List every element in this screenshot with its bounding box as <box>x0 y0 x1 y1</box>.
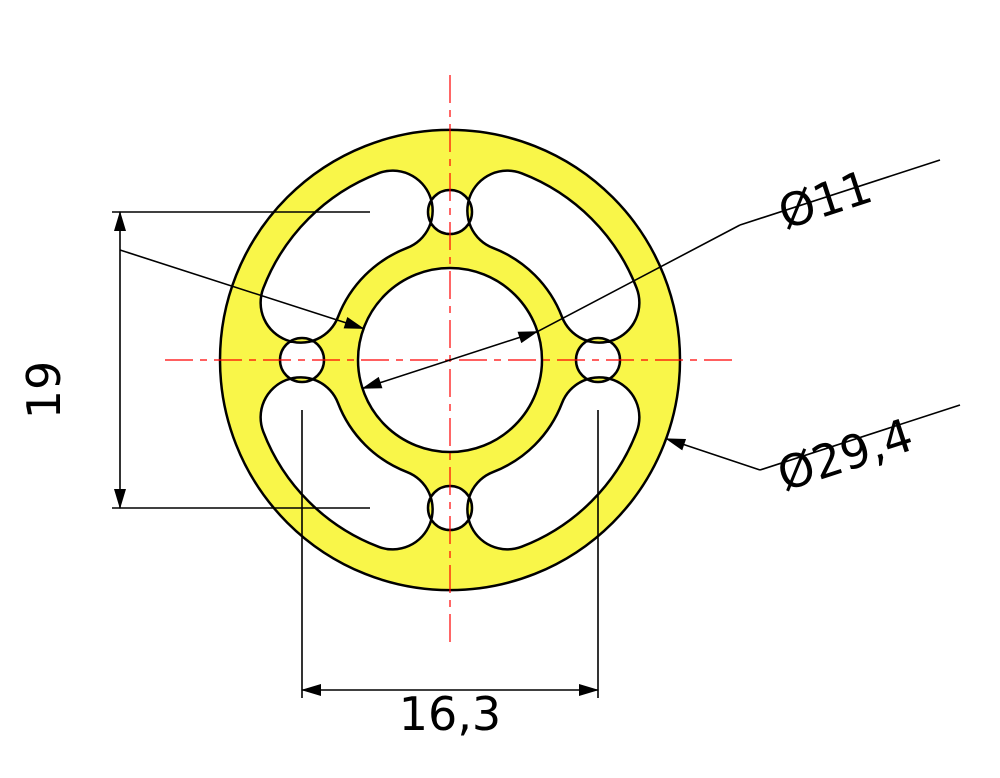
dim-text-d294: Ø29,4 <box>771 408 920 502</box>
dim-text-163: 16,3 <box>399 687 501 741</box>
dim-text-19: 19 <box>17 361 71 420</box>
leader-294 <box>666 439 760 470</box>
dim-text-d11: Ø11 <box>772 159 879 240</box>
